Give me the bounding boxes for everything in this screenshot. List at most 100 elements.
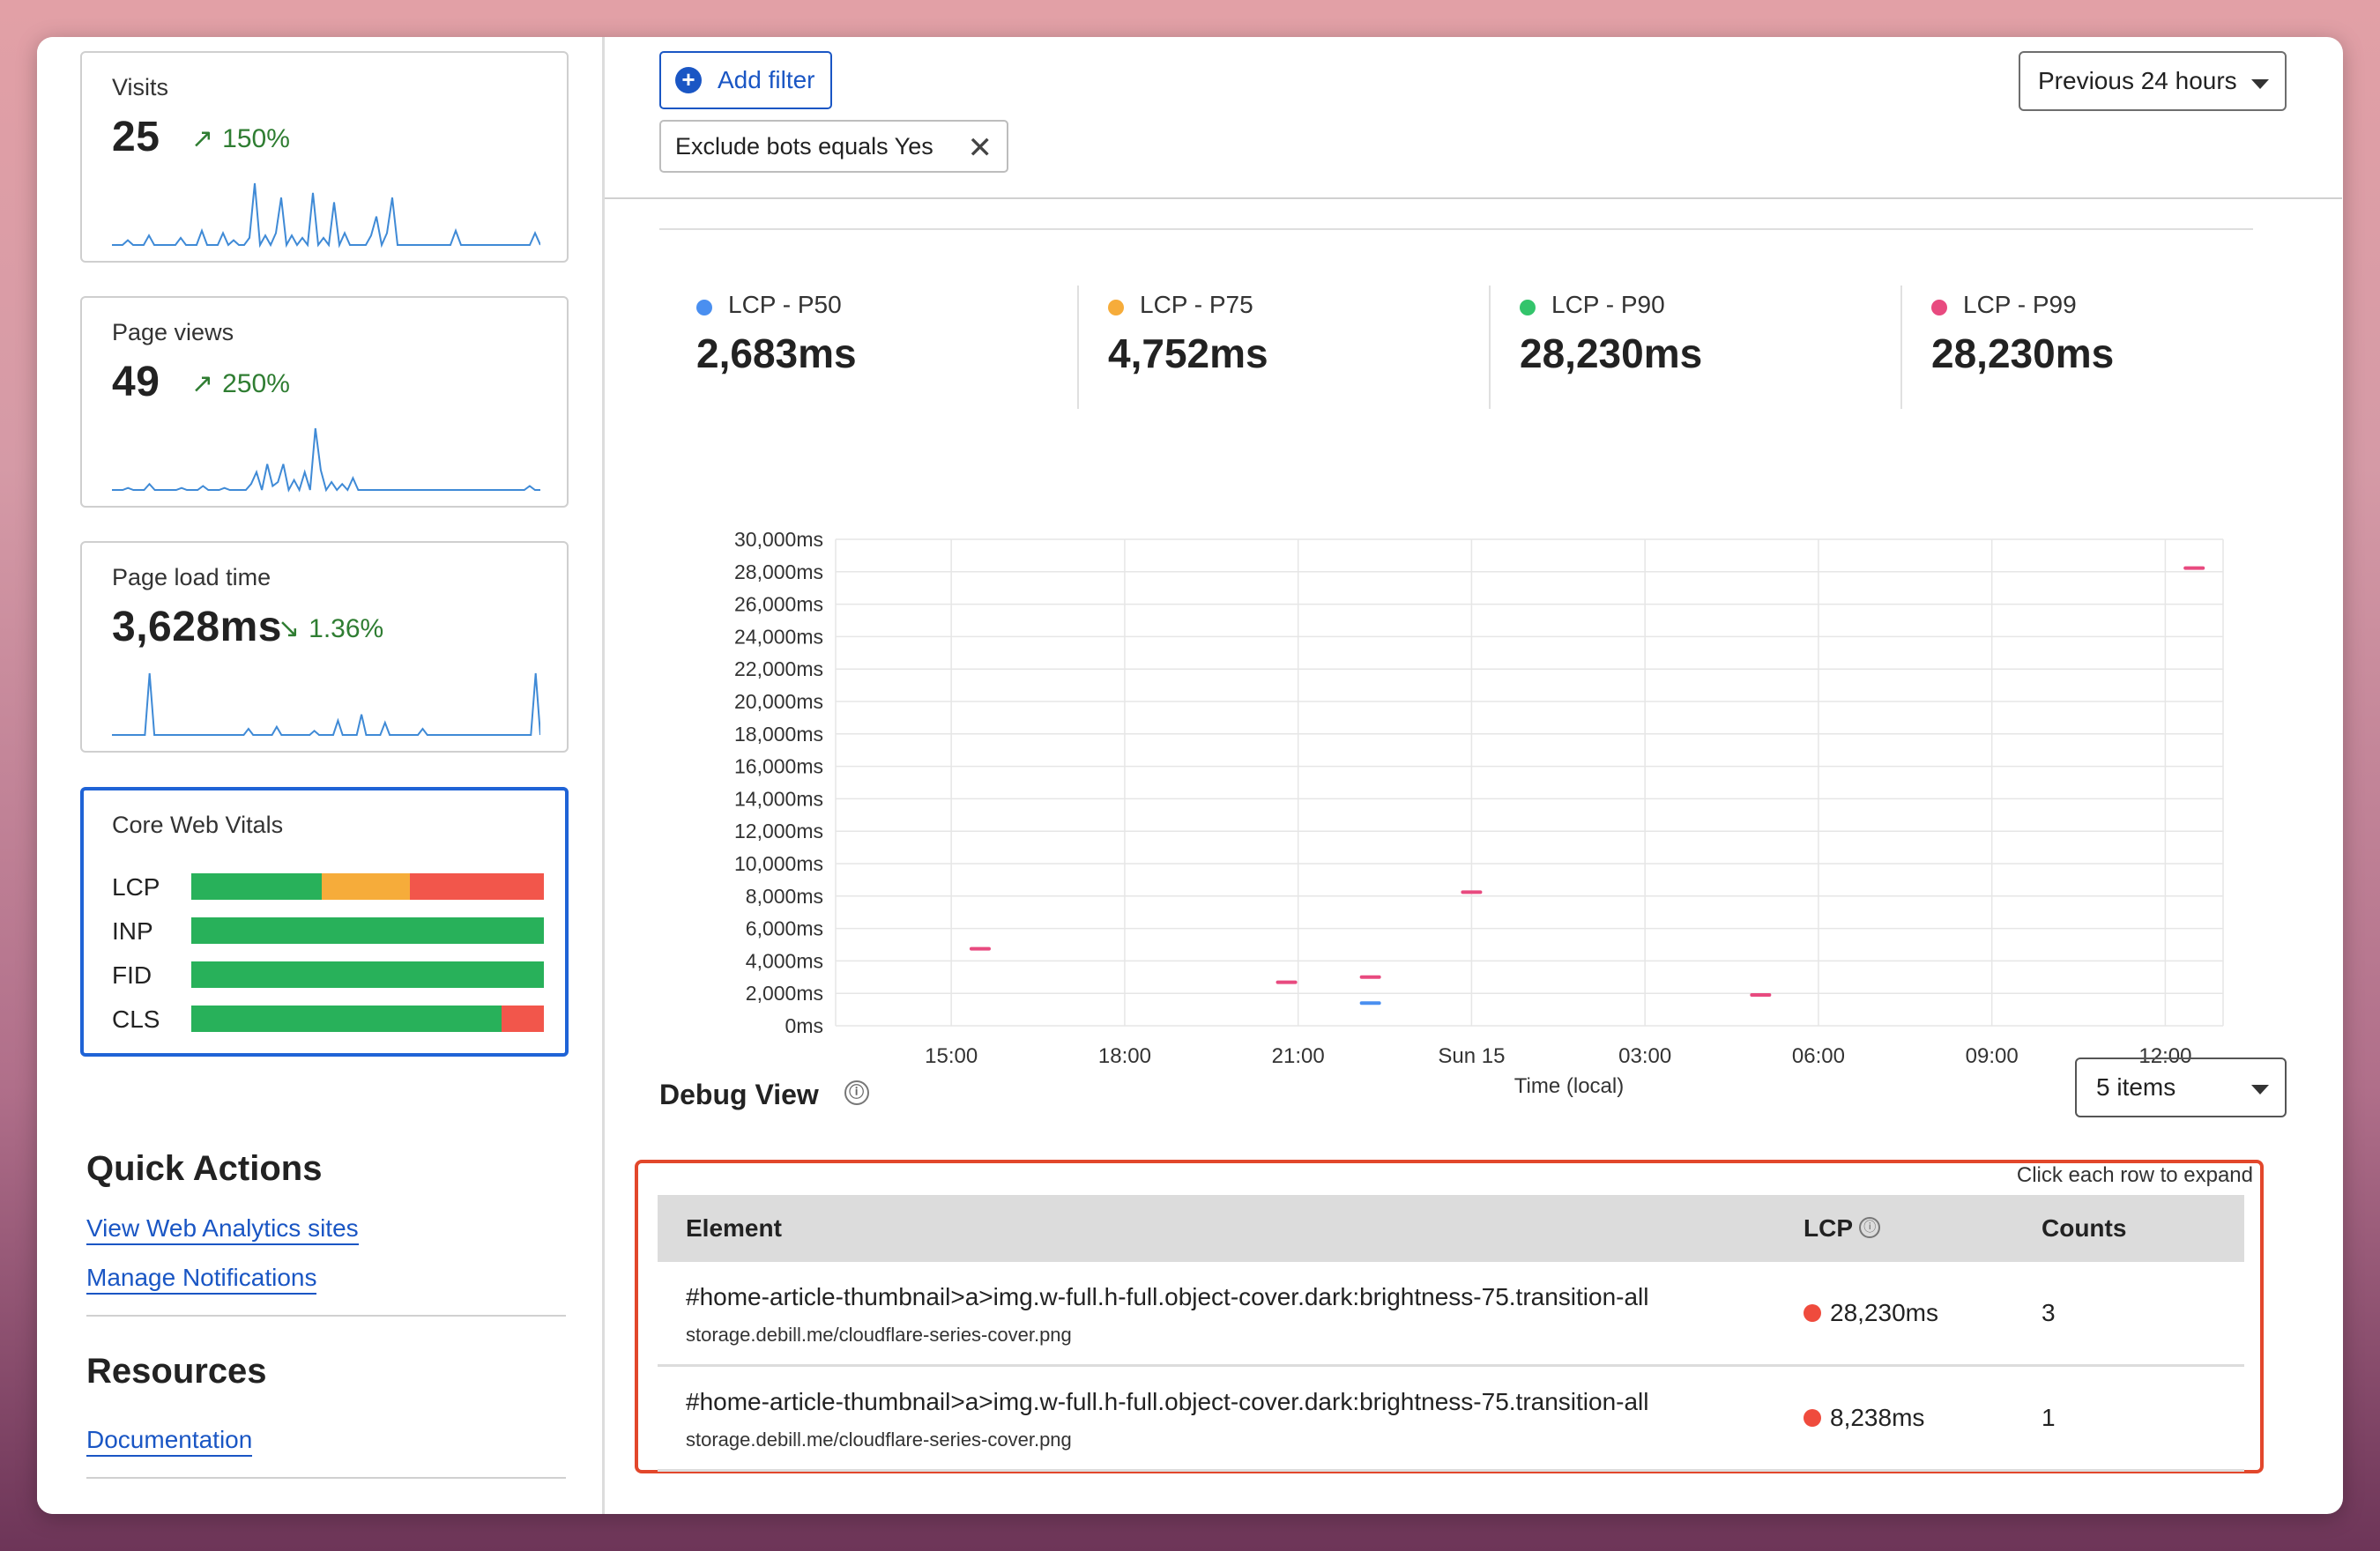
delta-value: 250% (222, 369, 290, 398)
element-selector: #home-article-thumbnail>a>img.w-full.h-f… (686, 1388, 1649, 1415)
close-icon[interactable]: ✕ (967, 131, 993, 165)
cwv-row-cls: CLS (112, 1006, 553, 1033)
chevron-down-icon (2251, 79, 2269, 89)
cwv-bar-segment (191, 1006, 502, 1032)
expand-hint: Click each row to expand (2016, 1163, 2253, 1187)
trend-up-icon: ↗ (191, 124, 214, 153)
manage-notifications-link[interactable]: Manage Notifications (86, 1264, 317, 1295)
sidebar: Visits 25 ↗ 150% Page views 49 ↗ 250% Page… (37, 37, 603, 1514)
y-tick-label: 16,000ms (734, 755, 823, 778)
metric-lcp-p50: LCP - P50 2,683ms (696, 291, 1084, 414)
table-row[interactable]: #home-article-thumbnail>a>img.w-full.h-f… (658, 1367, 2244, 1472)
y-tick-label: 12,000ms (734, 820, 823, 842)
cwv-bar-segment (410, 873, 544, 900)
y-tick-label: 4,000ms (746, 949, 823, 972)
column-header-lcp[interactable]: LCP ⓘ (1804, 1214, 1881, 1243)
delta-value: 150% (222, 124, 290, 153)
filter-chip-label: Exclude bots equals Yes (675, 132, 933, 160)
time-range-select[interactable]: Previous 24 hours (2019, 51, 2287, 111)
element-selector: #home-article-thumbnail>a>img.w-full.h-f… (686, 1283, 1649, 1310)
divider (86, 1315, 566, 1317)
cwv-bar (191, 873, 544, 900)
debug-table: Click each row to expand Element LCP ⓘ C… (635, 1160, 2264, 1473)
cwv-label: FID (112, 961, 152, 989)
items-per-page-select[interactable]: 5 items (2075, 1058, 2287, 1117)
cwv-row-fid: FID (112, 961, 553, 989)
view-web-analytics-link[interactable]: View Web Analytics sites (86, 1214, 359, 1245)
y-tick-label: 8,000ms (746, 885, 823, 908)
cwv-bar-segment (322, 873, 410, 900)
trend-up-icon: ↗ (191, 369, 214, 398)
cwv-row-lcp: LCP (112, 873, 553, 901)
metric-label: LCP - P90 (1551, 291, 1665, 318)
add-filter-button[interactable]: + Add filter (659, 51, 832, 109)
x-tick-label: Sun 15 (1438, 1044, 1505, 1068)
count-cell: 1 (2042, 1404, 2056, 1431)
legend-dot (1520, 300, 1536, 315)
count-cell: 3 (2042, 1299, 2056, 1326)
documentation-link[interactable]: Documentation (86, 1426, 253, 1457)
card-label: Visits (112, 74, 169, 100)
info-icon[interactable]: ⓘ (1859, 1217, 1881, 1238)
column-header-element[interactable]: Element (686, 1214, 782, 1242)
cwv-title: Core Web Vitals (112, 812, 284, 838)
element-url: storage.debill.me/cloudflare-series-cove… (686, 1429, 1072, 1451)
element-url: storage.debill.me/cloudflare-series-cove… (686, 1324, 1072, 1346)
quick-actions-title: Quick Actions (86, 1149, 323, 1188)
metric-separator (1900, 286, 1902, 409)
divider (659, 228, 2253, 230)
page-load-time-card[interactable]: Page load time 3,628ms ↘ 1.36% (80, 541, 569, 753)
cwv-bar (191, 961, 544, 988)
cwv-bar-segment (502, 1006, 544, 1032)
poor-status-dot (1804, 1409, 1821, 1427)
y-tick-label: 0ms (785, 1014, 823, 1037)
legend-dot (1931, 300, 1947, 315)
debug-view-label: Debug View (659, 1079, 819, 1110)
card-label: Page load time (112, 564, 271, 590)
cwv-bar (191, 1006, 544, 1032)
delta-badge: ↗ 250% (191, 368, 290, 399)
metric-label: LCP - P75 (1140, 291, 1253, 318)
plus-circle-icon: + (675, 67, 702, 93)
filter-chip[interactable]: Exclude bots equals Yes ✕ (659, 120, 1008, 173)
delta-badge: ↗ 150% (191, 123, 290, 154)
y-tick-label: 18,000ms (734, 723, 823, 746)
cwv-label: LCP (112, 873, 160, 901)
metric-label: LCP - P50 (728, 291, 842, 318)
app-window: Visits 25 ↗ 150% Page views 49 ↗ 250% Page… (37, 37, 2343, 1514)
card-label: Page views (112, 319, 234, 345)
y-tick-label: 10,000ms (734, 852, 823, 875)
add-filter-label: Add filter (718, 66, 815, 93)
x-tick-label: 15:00 (925, 1044, 978, 1068)
page-views-card[interactable]: Page views 49 ↗ 250% (80, 296, 569, 508)
page-load-sparkline (112, 672, 540, 736)
page-views-sparkline (112, 427, 540, 493)
sparkline-path (112, 672, 540, 736)
y-tick-label: 26,000ms (734, 593, 823, 616)
cwv-label: CLS (112, 1006, 160, 1033)
lcp-cell: 8,238ms (1804, 1404, 1924, 1432)
card-value: 49 (112, 359, 160, 405)
sparkline-path (112, 182, 540, 249)
core-web-vitals-card[interactable]: Core Web Vitals LCP INP FID CLS (80, 787, 569, 1057)
card-value: 3,628ms (112, 604, 282, 650)
visits-card[interactable]: Visits 25 ↗ 150% (80, 51, 569, 263)
info-icon[interactable]: ⓘ (844, 1080, 869, 1105)
chevron-down-icon (2251, 1085, 2269, 1095)
table-header: Element LCP ⓘ Counts (658, 1195, 2244, 1262)
metric-value: 28,230ms (1520, 330, 1703, 376)
sidebar-divider (602, 37, 605, 1514)
x-tick-label: 12:00 (2138, 1044, 2191, 1068)
column-header-counts[interactable]: Counts (2042, 1214, 2127, 1242)
y-tick-label: 20,000ms (734, 690, 823, 713)
time-range-value: Previous 24 hours (2038, 67, 2237, 94)
metric-value: 28,230ms (1931, 330, 2115, 376)
lcp-timeseries-chart: 30,000ms 28,000ms 26,000ms 24,000ms 22,000ms… (734, 528, 2224, 1098)
cwv-bar (191, 917, 544, 944)
metric-value: 4,752ms (1108, 330, 1268, 376)
lcp-value: 8,238ms (1830, 1404, 1925, 1431)
resources-title: Resources (86, 1352, 267, 1391)
card-value: 25 (112, 114, 160, 160)
table-row[interactable]: #home-article-thumbnail>a>img.w-full.h-f… (658, 1262, 2244, 1367)
delta-badge: ↘ 1.36% (278, 613, 383, 644)
